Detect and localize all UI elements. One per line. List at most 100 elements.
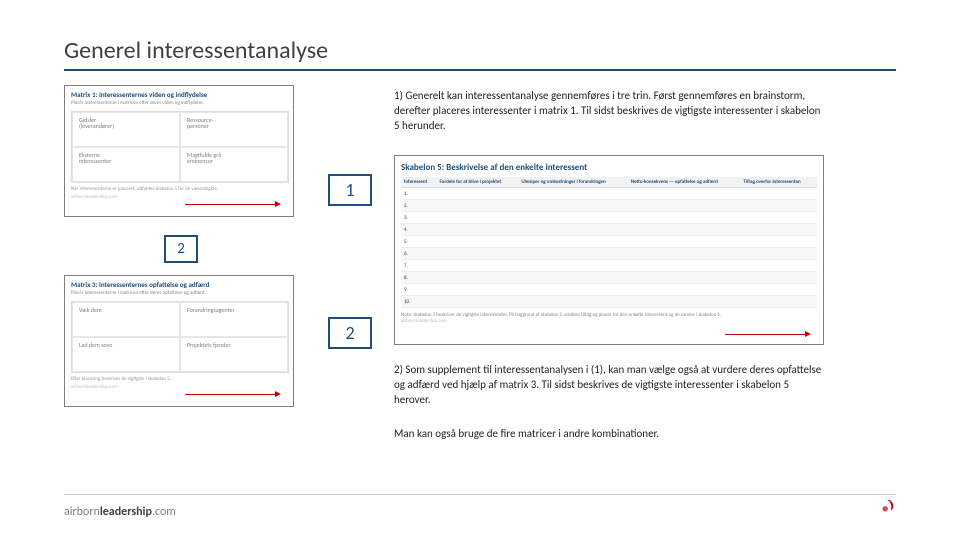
intro-text-1: 1) Generelt kan interessentanalyse genne… [394, 89, 824, 134]
cell [436, 284, 518, 296]
matrix3-foot: Efter placering beskrives de vigtigste i… [71, 377, 287, 383]
cell [628, 200, 741, 212]
table-row: 9. [401, 284, 817, 296]
table-row: 7. [401, 260, 817, 272]
cell [518, 188, 627, 200]
cell [518, 284, 627, 296]
cell [518, 248, 627, 260]
page-footer: airbornleadership.com [64, 494, 896, 522]
cell [436, 188, 518, 200]
cell [436, 260, 518, 272]
cell [628, 212, 741, 224]
intro-text-3: Man kan også bruge de fire matricer i an… [394, 427, 824, 442]
cell [628, 260, 741, 272]
footer-brand: airbornleadership.com [64, 505, 176, 519]
s5-col3: Netto-konsekvens — opfattelse og adfærd [628, 177, 741, 188]
cell [436, 236, 518, 248]
cell [740, 272, 817, 284]
table-row: 5. [401, 236, 817, 248]
cell [436, 200, 518, 212]
matrix1-panel: Matrix 1: Interessenternes viden og indf… [64, 85, 294, 217]
m3-q2: Forandringsagenter [180, 302, 288, 337]
m1-q2: Ressource-personer [180, 112, 288, 147]
m3-q3: Lad dem sove [72, 337, 180, 372]
row-num: 10. [401, 296, 436, 308]
matrix3-panel: Matrix 3: Interessenternes opfattelse og… [64, 275, 294, 407]
row-num: 2. [401, 200, 436, 212]
cell [436, 248, 518, 260]
s5-col1: Fordele for at blive i projektet [436, 177, 518, 188]
s5-col4: Tiltag overfor interessenten [740, 177, 817, 188]
title-underline [64, 69, 896, 71]
step-badge-2a: 2 [164, 235, 198, 263]
step-badge-2b: 2 [328, 317, 372, 349]
cell [518, 236, 627, 248]
skabelon5-brand: airbornleadership.com [401, 318, 811, 324]
row-num: 9. [401, 284, 436, 296]
table-row: 8. [401, 272, 817, 284]
cell [518, 224, 627, 236]
cell [628, 224, 741, 236]
cell [628, 284, 741, 296]
table-row: 1. [401, 188, 817, 200]
m1-q3: Eksterneinteressenter [72, 147, 180, 182]
skabelon5-panel: Skabelon 5: Beskrivelse af den enkelte i… [394, 155, 824, 345]
s5-col2: Ulemper og omkostninger i forandringen [518, 177, 627, 188]
s5-col0: Interessent [401, 177, 436, 188]
cell [740, 296, 817, 308]
matrix1-sub: Placér interessenterne i matricen efter … [71, 101, 287, 107]
cell [628, 188, 741, 200]
cell [518, 212, 627, 224]
cell [518, 272, 627, 284]
m1-q1: Gidsler(leverandører) [72, 112, 180, 147]
matrix3-brand: airbornleadership.com [71, 384, 287, 390]
cell [436, 212, 518, 224]
matrix1-foot: Når interessenterne er placeret, udfylde… [71, 187, 287, 193]
cell [628, 236, 741, 248]
row-num: 8. [401, 272, 436, 284]
footer-divider [64, 494, 896, 495]
cell [740, 200, 817, 212]
content-area: Matrix 1: Interessenternes viden og indf… [64, 85, 896, 485]
row-num: 6. [401, 248, 436, 260]
row-num: 3. [401, 212, 436, 224]
cell [436, 272, 518, 284]
cell [436, 224, 518, 236]
page-title: Generel interessentanalyse [64, 36, 896, 65]
footer-brand-b: leadership [100, 505, 152, 519]
table-row: 10. [401, 296, 817, 308]
cell [740, 248, 817, 260]
cell [740, 236, 817, 248]
row-num: 5. [401, 236, 436, 248]
row-num: 4. [401, 224, 436, 236]
step-badge-1: 1 [328, 174, 372, 206]
cell [740, 188, 817, 200]
table-row: 3. [401, 212, 817, 224]
matrix3-grid: Væk dem Forandringsagenter Lad dem sove … [71, 301, 289, 373]
cell [740, 260, 817, 272]
cell [518, 296, 627, 308]
cell [740, 212, 817, 224]
table-row: 6. [401, 248, 817, 260]
m1-q3-s: interessenter [79, 158, 173, 165]
row-num: 1. [401, 188, 436, 200]
table-row: 4. [401, 224, 817, 236]
m1-q1-s: (leverandører) [79, 123, 173, 130]
cell [628, 248, 741, 260]
skabelon5-title: Skabelon 5: Beskrivelse af den enkelte i… [401, 162, 817, 173]
footer-brand-a: airborn [64, 505, 100, 519]
m3-q2-h: Forandringsagenter [187, 307, 281, 314]
cell [740, 284, 817, 296]
m1-q4: Magtfulde gråeminencer [180, 147, 288, 182]
cell [740, 224, 817, 236]
cell [518, 200, 627, 212]
cell [628, 272, 741, 284]
cell [628, 296, 741, 308]
cell [518, 260, 627, 272]
matrix1-brand: airbornleadership.com [71, 194, 287, 200]
matrix3-sub: Placér interessenterne i matricen efter … [71, 291, 287, 297]
cell [436, 296, 518, 308]
intro-text-2: 2) Som supplement til interessentanalyse… [394, 363, 824, 408]
m3-q3-h: Lad dem sove [79, 342, 173, 349]
logo-icon [878, 498, 896, 516]
